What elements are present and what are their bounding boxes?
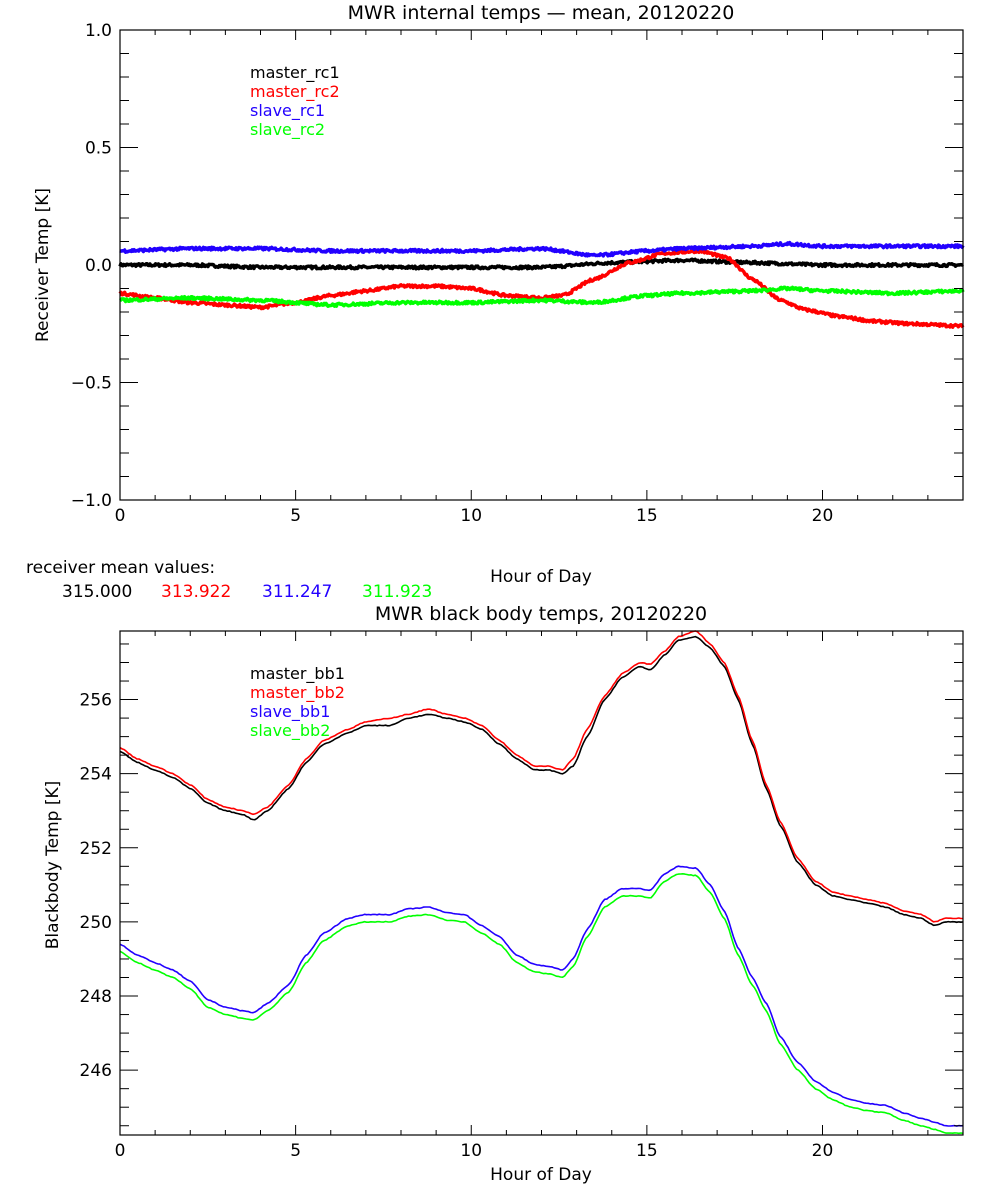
legend-entry-master-rc1: master_rc1 (250, 63, 340, 83)
x-tick-label: 20 (812, 1141, 834, 1161)
receiver-temp-chart: MWR internal temps — mean, 20120220 0 5 10… (26, 2, 965, 602)
legend: master_rc1 master_rc2 slave_rc1 slave_rc… (250, 63, 340, 140)
legend-entry-slave-bb2: slave_bb2 (250, 721, 330, 741)
x-tick-label: 5 (290, 1141, 301, 1161)
series-group (119, 630, 964, 1135)
mean-value-master-rc2: 313.922 (161, 582, 231, 602)
blackbody-temp-chart: MWR black body temps, 20120220 0 5 10 15 20 … (43, 603, 964, 1185)
axis-ticks (119, 631, 964, 1135)
series-group (118, 240, 965, 329)
x-tick-label: 20 (812, 506, 834, 526)
x-tick-label: 10 (460, 506, 482, 526)
y-tick-label: 248 (80, 987, 112, 1007)
x-tick-label: 0 (115, 506, 126, 526)
legend-entry-slave-rc1: slave_rc1 (250, 101, 325, 121)
x-tick-label: 15 (636, 506, 658, 526)
mean-value-master-rc1: 315.000 (62, 582, 132, 602)
y-tick-label: −1.0 (71, 491, 112, 511)
y-tick-label: −0.5 (71, 374, 112, 394)
legend: master_bb1 master_bb2 slave_bb1 slave_bb… (250, 664, 345, 741)
y-tick-label: 250 (80, 913, 112, 933)
plot-frame (119, 630, 964, 1136)
y-axis-label: Blackbody Temp [K] (43, 781, 63, 950)
x-tick-label: 15 (636, 1141, 658, 1161)
x-tick-label: 10 (460, 1141, 482, 1161)
series-line-slave-bb1 (119, 865, 964, 1127)
legend-entry-master-rc2: master_rc2 (250, 82, 340, 102)
mean-value-slave-rc1: 311.247 (262, 582, 332, 602)
x-tick-labels: 0 5 10 15 20 (115, 1141, 834, 1161)
axis-ticks (119, 29, 964, 501)
y-tick-label: 0.0 (85, 256, 112, 276)
y-tick-label: 252 (80, 839, 112, 859)
y-tick-label: 0.5 (85, 139, 112, 159)
annotation-label: receiver mean values: (26, 558, 215, 578)
x-axis-label: Hour of Day (490, 567, 592, 587)
series-line-slave-rc1 (119, 240, 965, 258)
y-tick-label: 1.0 (85, 21, 112, 41)
receiver-mean-annotation: receiver mean values: 315.000 313.922 31… (26, 558, 432, 602)
mean-value-slave-rc2: 311.923 (362, 582, 432, 602)
chart-title: MWR black body temps, 20120220 (375, 603, 707, 625)
series-line-master-rc1 (118, 257, 964, 271)
legend-entry-master-bb2: master_bb2 (250, 683, 345, 703)
x-tick-label: 5 (290, 506, 301, 526)
series-line-master-bb1 (119, 635, 964, 927)
legend-entry-slave-bb1: slave_bb1 (250, 702, 330, 722)
y-tick-labels: −1.0 −0.5 0.0 0.5 1.0 (71, 21, 112, 511)
series-line-master-rc2 (118, 248, 965, 329)
x-tick-labels: 0 5 10 15 20 (115, 506, 834, 526)
legend-entry-master-bb1: master_bb1 (250, 664, 345, 684)
series-line-master-bb2 (119, 630, 963, 923)
x-tick-label: 0 (115, 1141, 126, 1161)
x-axis-label: Hour of Day (490, 1165, 592, 1185)
legend-entry-slave-rc2: slave_rc2 (250, 120, 325, 140)
y-tick-labels: 246 248 250 252 254 256 (80, 691, 112, 1082)
y-tick-label: 254 (80, 765, 112, 785)
y-axis-label: Receiver Temp [K] (33, 188, 53, 342)
y-tick-label: 246 (80, 1061, 112, 1081)
series-line-slave-bb2 (119, 872, 964, 1135)
y-tick-label: 256 (80, 691, 112, 711)
series-line-slave-rc2 (119, 285, 965, 308)
chart-title: MWR internal temps — mean, 20120220 (348, 2, 735, 24)
